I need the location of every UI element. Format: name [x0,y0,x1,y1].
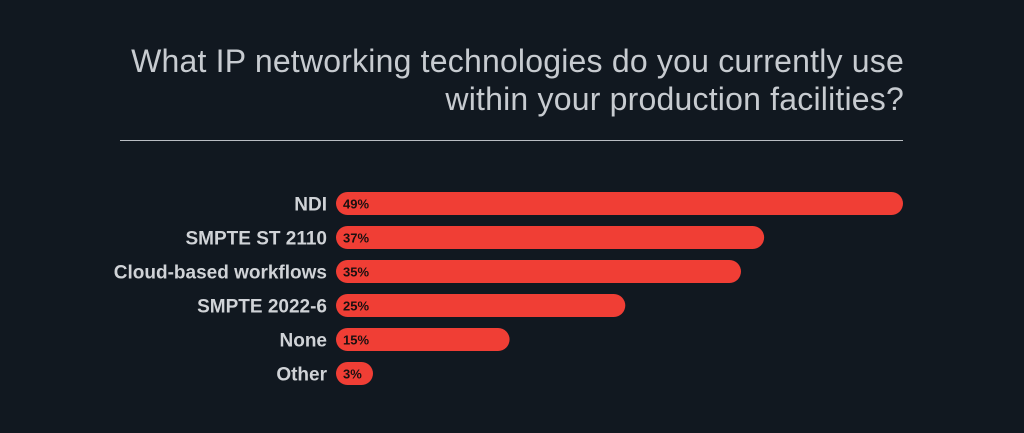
bar-smpte-st-2110 [336,226,765,249]
bar-none [336,328,510,351]
category-label: SMPTE 2022-6 [197,297,327,318]
value-label: 35% [343,265,369,280]
category-label: None [280,331,328,352]
chart-title: What IP networking technologies do you c… [131,43,904,117]
category-label: Cloud-based workflows [114,263,327,284]
bar-other [336,362,373,385]
value-label: 25% [343,299,369,314]
value-label: 3% [343,367,362,382]
value-label: 37% [343,231,369,246]
value-label: 49% [343,197,369,212]
bar-smpte-2022-6 [336,294,626,317]
category-label: Other [276,365,327,386]
category-label: NDI [294,195,327,216]
bar-cloud-based-workflows [336,260,741,283]
category-label: SMPTE ST 2110 [185,229,327,250]
title-divider [120,140,903,141]
bar-ndi [336,192,903,215]
value-label: 15% [343,333,369,348]
bars-group: NDI 49% SMPTE ST 2110 37% Cloud-based workfl… [114,192,903,386]
